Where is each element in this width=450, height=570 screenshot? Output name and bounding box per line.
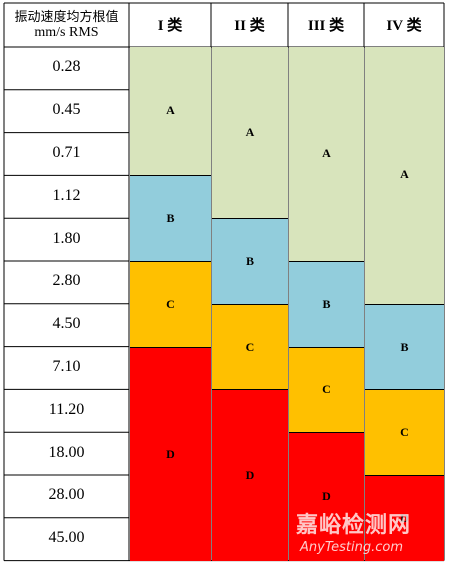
zone-block: D bbox=[130, 346, 211, 561]
zone-block: A bbox=[365, 47, 444, 304]
velocity-row-label: 4.50 bbox=[52, 315, 81, 333]
velocity-row-label: 1.12 bbox=[52, 186, 81, 204]
zone-block: A bbox=[130, 47, 211, 176]
zone-label: B bbox=[245, 253, 254, 268]
velocity-row-label: 7.10 bbox=[52, 358, 81, 375]
zone-label: A bbox=[400, 167, 409, 182]
velocity-row-label: 11.20 bbox=[48, 400, 85, 418]
velocity-row-label: 18.00 bbox=[48, 443, 85, 461]
zone-label: A bbox=[166, 103, 175, 118]
row-header-title: 振动速度均方根值 bbox=[14, 10, 119, 25]
zone-label: B bbox=[400, 339, 409, 354]
watermark-en: AnyTesting.com bbox=[300, 540, 404, 555]
zone-label: C bbox=[322, 382, 331, 397]
zone-block: C bbox=[130, 261, 211, 347]
zone-label: A bbox=[245, 124, 255, 139]
zone-block: A bbox=[212, 47, 288, 219]
watermark-cn: 嘉峪检测网 bbox=[296, 513, 412, 538]
zone-label: D bbox=[245, 467, 255, 482]
velocity-row-label: 1.80 bbox=[52, 229, 81, 247]
zone-label: B bbox=[166, 211, 175, 226]
velocity-row-label: 0.28 bbox=[52, 58, 81, 76]
row-header-unit: mm/s RMS bbox=[34, 25, 99, 40]
velocity-row-label: 0.71 bbox=[52, 144, 81, 161]
class-header: IV 类 bbox=[386, 18, 422, 34]
zone-label: D bbox=[166, 446, 175, 461]
zone-block: C bbox=[289, 346, 364, 433]
zone-block: C bbox=[212, 303, 288, 390]
zone-block: C bbox=[365, 389, 444, 475]
zone-label: C bbox=[245, 339, 255, 354]
zone-block: B bbox=[212, 218, 288, 304]
class-header: III 类 bbox=[307, 18, 345, 34]
zone-block: D bbox=[289, 432, 364, 561]
zone-block: A bbox=[289, 47, 364, 261]
velocity-row-label: 28.00 bbox=[48, 486, 85, 504]
zone-label: D bbox=[400, 510, 409, 525]
zone-block: B bbox=[365, 303, 444, 390]
velocity-row-label: 2.80 bbox=[52, 272, 81, 290]
zone-block: B bbox=[130, 175, 211, 261]
velocity-row-label: 45.00 bbox=[48, 529, 85, 547]
zone-block: D bbox=[212, 389, 288, 561]
velocity-row-label: 0.45 bbox=[52, 101, 81, 119]
zone-block: D bbox=[365, 475, 444, 561]
zone-label: C bbox=[166, 296, 175, 311]
class-header: II 类 bbox=[234, 18, 265, 34]
class-header: I 类 bbox=[157, 18, 183, 34]
zone-label: C bbox=[400, 425, 409, 440]
zone-block: B bbox=[289, 261, 364, 347]
zone-label: A bbox=[322, 146, 331, 160]
zone-label: B bbox=[322, 296, 331, 311]
zone-label: D bbox=[322, 489, 331, 504]
